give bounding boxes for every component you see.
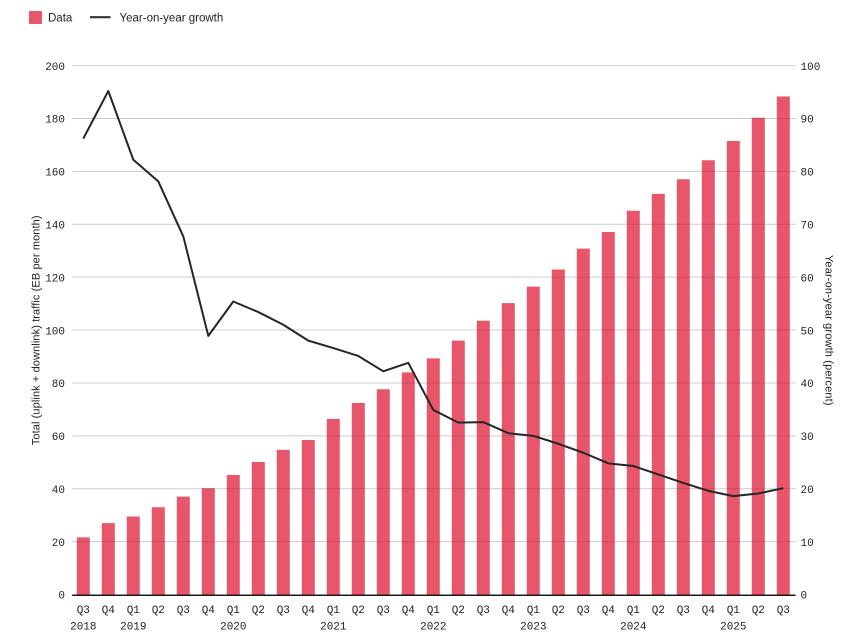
- svg-text:Q2: Q2: [452, 605, 465, 617]
- svg-text:Q1: Q1: [227, 605, 241, 617]
- svg-text:50: 50: [801, 326, 814, 338]
- svg-text:Q2: Q2: [652, 605, 665, 617]
- svg-text:30: 30: [801, 432, 814, 444]
- svg-text:20: 20: [52, 538, 65, 550]
- svg-text:Q3: Q3: [477, 605, 490, 617]
- svg-text:Q4: Q4: [402, 605, 416, 617]
- svg-text:Q3: Q3: [277, 605, 290, 617]
- svg-text:Q1: Q1: [627, 605, 641, 617]
- svg-text:Q1: Q1: [127, 605, 141, 617]
- svg-text:2024: 2024: [620, 622, 647, 634]
- svg-text:40: 40: [52, 485, 65, 497]
- svg-text:70: 70: [801, 220, 814, 232]
- svg-text:140: 140: [45, 220, 65, 232]
- svg-text:90: 90: [801, 115, 814, 127]
- svg-text:Q4: Q4: [202, 605, 216, 617]
- svg-text:Q1: Q1: [427, 605, 441, 617]
- svg-text:Q3: Q3: [377, 605, 390, 617]
- svg-text:Q4: Q4: [302, 605, 316, 617]
- svg-text:2025: 2025: [720, 622, 746, 634]
- svg-text:Year-on-year growth: Year-on-year growth: [120, 13, 224, 25]
- svg-text:2023: 2023: [520, 622, 546, 634]
- svg-text:80: 80: [801, 168, 814, 180]
- svg-text:Q3: Q3: [77, 605, 90, 617]
- svg-text:40: 40: [801, 379, 814, 391]
- svg-text:120: 120: [45, 273, 65, 285]
- svg-text:Q2: Q2: [552, 605, 565, 617]
- svg-text:Q3: Q3: [577, 605, 590, 617]
- svg-text:Q4: Q4: [602, 605, 616, 617]
- svg-text:100: 100: [801, 62, 821, 74]
- svg-text:2018: 2018: [70, 622, 96, 634]
- svg-text:60: 60: [52, 432, 65, 444]
- svg-text:Q4: Q4: [702, 605, 716, 617]
- svg-text:Q2: Q2: [352, 605, 365, 617]
- svg-text:2022: 2022: [420, 622, 446, 634]
- svg-text:Q4: Q4: [102, 605, 116, 617]
- svg-text:Q4: Q4: [502, 605, 516, 617]
- svg-text:180: 180: [45, 115, 65, 127]
- svg-text:Q1: Q1: [527, 605, 541, 617]
- svg-text:Q3: Q3: [677, 605, 690, 617]
- svg-text:Q3: Q3: [777, 605, 790, 617]
- svg-text:200: 200: [45, 62, 65, 74]
- svg-text:Data: Data: [48, 13, 73, 25]
- svg-text:Q1: Q1: [727, 605, 741, 617]
- svg-text:0: 0: [58, 591, 65, 603]
- svg-text:2020: 2020: [220, 622, 246, 634]
- svg-text:0: 0: [801, 591, 808, 603]
- svg-text:Total (uplink + downlink) traf: Total (uplink + downlink) traffic (EB pe…: [31, 215, 43, 445]
- svg-text:10: 10: [801, 538, 814, 550]
- svg-text:2019: 2019: [120, 622, 146, 634]
- svg-text:Q2: Q2: [152, 605, 165, 617]
- svg-text:80: 80: [52, 379, 65, 391]
- svg-text:2021: 2021: [320, 622, 347, 634]
- svg-text:160: 160: [45, 168, 65, 180]
- svg-text:100: 100: [45, 326, 65, 338]
- svg-text:Q2: Q2: [752, 605, 765, 617]
- svg-text:Q1: Q1: [327, 605, 341, 617]
- svg-text:60: 60: [801, 273, 814, 285]
- svg-text:Q2: Q2: [252, 605, 265, 617]
- svg-text:Q3: Q3: [177, 605, 190, 617]
- svg-text:20: 20: [801, 485, 814, 497]
- svg-text:Year-on-year growth (percent): Year-on-year growth (percent): [823, 255, 835, 406]
